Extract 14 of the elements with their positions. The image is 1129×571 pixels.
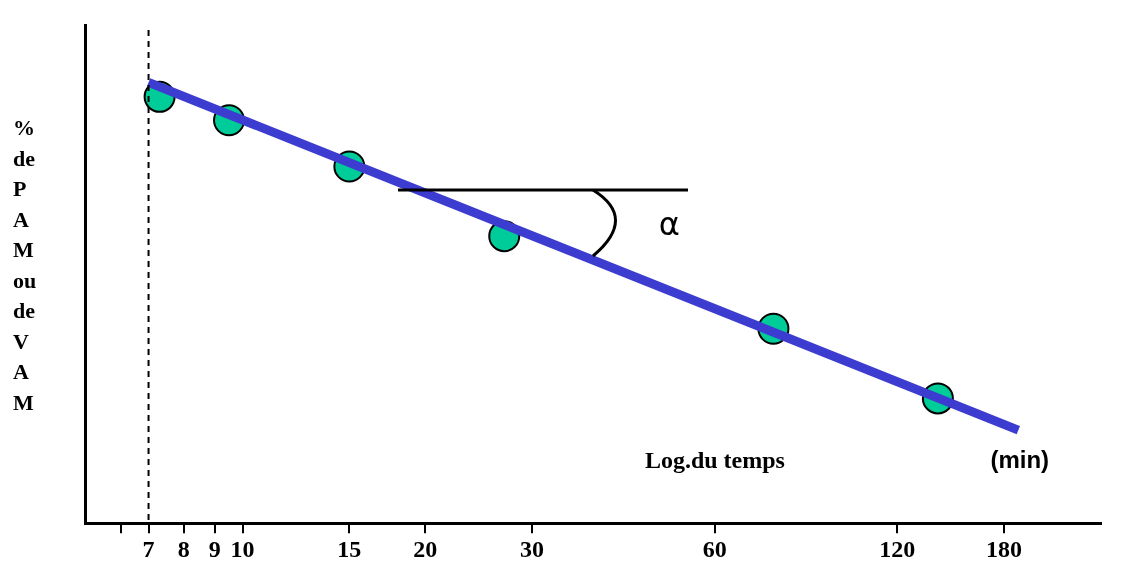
annotation: α <box>658 205 680 243</box>
x-tick-label: 120 <box>879 535 916 562</box>
x-tick-label: 9 <box>208 535 221 562</box>
x-tick-label: 7 <box>142 535 155 562</box>
x-tick-label: 8 <box>177 535 190 562</box>
x-tick-label: 10 <box>230 535 255 562</box>
x-tick-label: 60 <box>702 535 727 562</box>
x-axis-title: Log.du temps <box>644 447 785 474</box>
x-tick-label: 30 <box>520 535 544 562</box>
x-tick-label: 180 <box>986 535 1023 562</box>
x-tick-label: 15 <box>337 535 362 562</box>
text: % de PAM ou de VAM <box>13 115 37 415</box>
x-tick-label: 20 <box>413 535 438 562</box>
annotation: (min) <box>990 446 1050 474</box>
